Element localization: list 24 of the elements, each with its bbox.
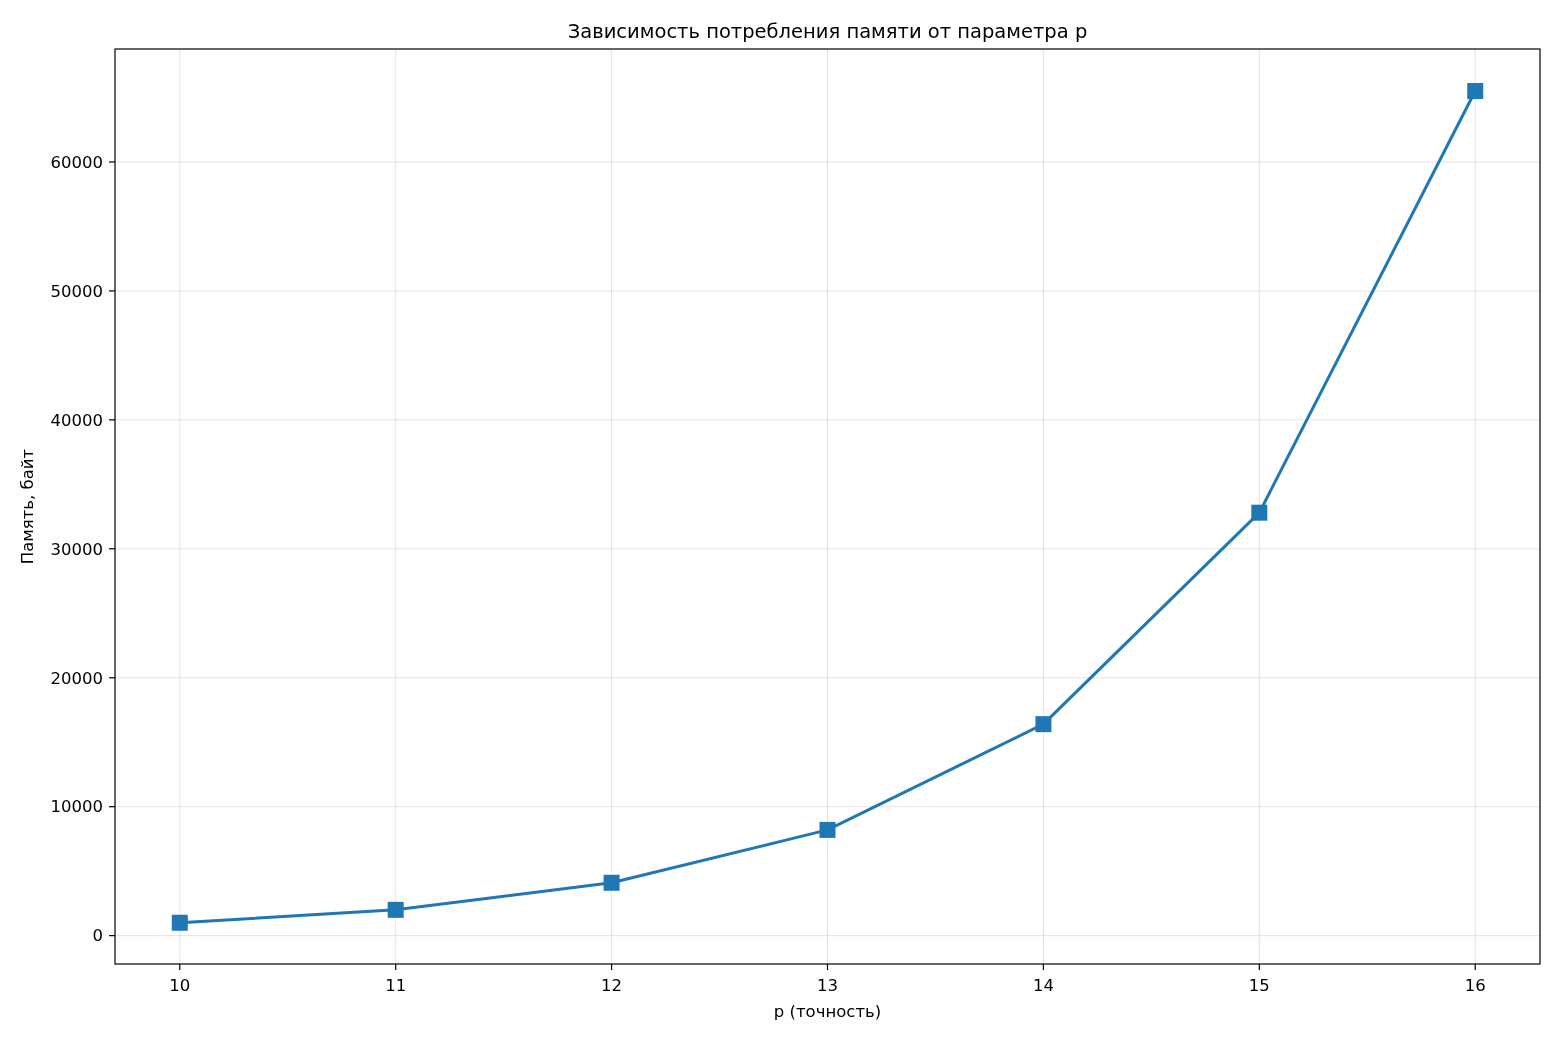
- chart-title: Зависимость потребления памяти от параметра p: [567, 20, 1088, 43]
- x-tick-label: 13: [817, 976, 838, 995]
- point: [819, 821, 836, 838]
- x-tick-label: 10: [169, 976, 191, 995]
- x-tick-label: 14: [1032, 976, 1054, 995]
- y-tick-label: 60000: [50, 152, 103, 172]
- point: [1035, 716, 1052, 733]
- point: [1467, 83, 1484, 100]
- x-tick-label: 15: [1248, 976, 1270, 995]
- y-tick-label: 30000: [50, 539, 103, 559]
- point: [171, 914, 188, 931]
- x-axis-title: p (точность): [773, 1002, 882, 1021]
- y-tick-label: 50000: [50, 281, 103, 301]
- x-tick-label: 12: [601, 976, 623, 995]
- x-tick-label: 16: [1464, 976, 1486, 995]
- y-tick-label: 20000: [50, 668, 103, 688]
- point: [387, 901, 404, 918]
- point: [1251, 504, 1268, 521]
- point: [603, 874, 620, 891]
- y-axis-title: Память, байт: [18, 448, 37, 565]
- y-tick-label: 40000: [50, 410, 103, 430]
- x-tick-label: 11: [385, 976, 407, 995]
- y-tick-label: 0: [92, 926, 103, 946]
- y-tick-label: 10000: [50, 797, 103, 817]
